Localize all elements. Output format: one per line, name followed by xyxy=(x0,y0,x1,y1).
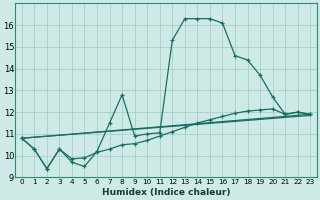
X-axis label: Humidex (Indice chaleur): Humidex (Indice chaleur) xyxy=(102,188,230,197)
